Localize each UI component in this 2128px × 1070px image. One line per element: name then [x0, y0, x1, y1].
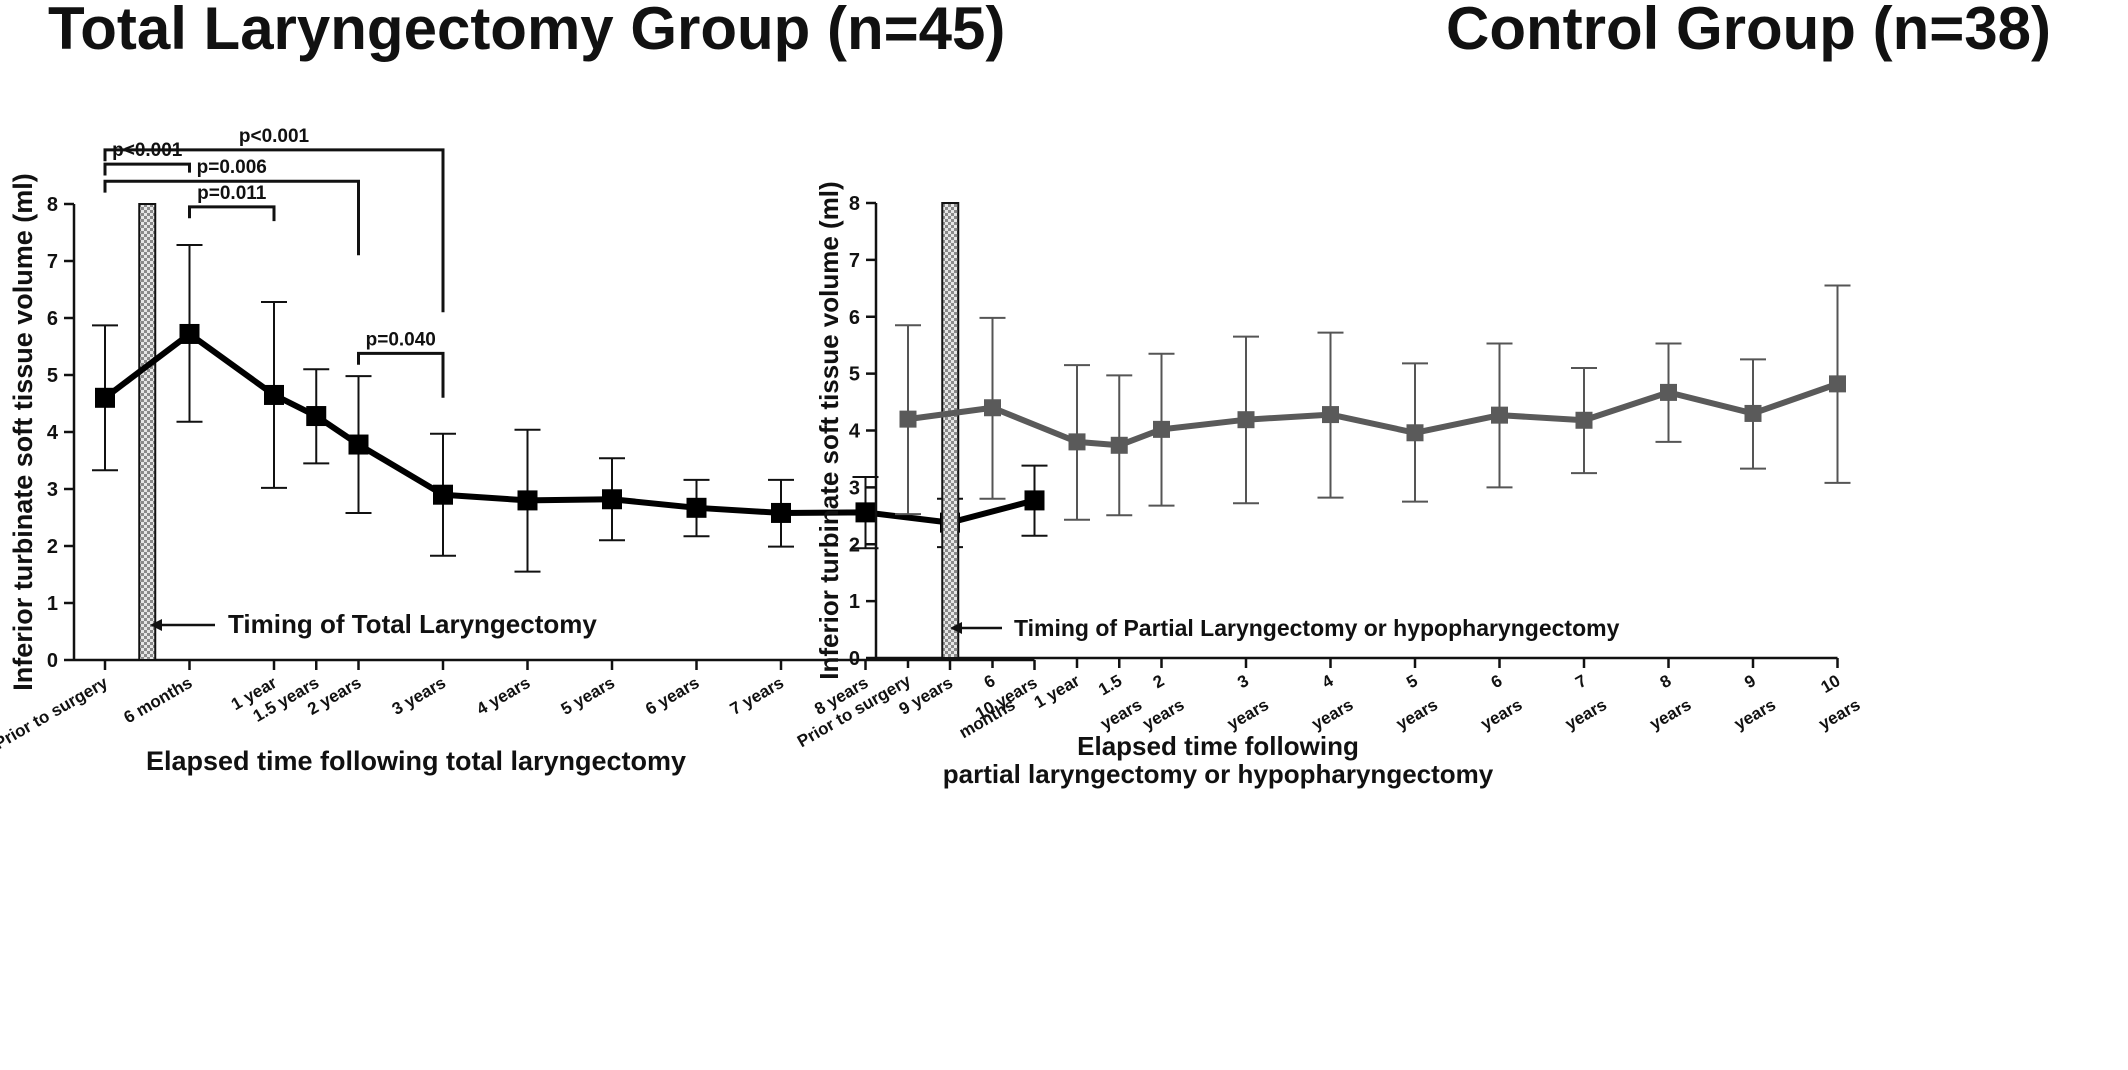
- data-point: [984, 399, 1001, 417]
- significance-bracket: [188, 205, 276, 222]
- y-tick-label: 7: [47, 251, 58, 273]
- x-axis-label: Elapsed time following total laryngectom…: [146, 746, 686, 776]
- x-tick-label: years: [1224, 695, 1272, 734]
- y-tick-label: 4: [849, 421, 861, 443]
- surgery-timing-bar: [941, 202, 960, 659]
- data-point: [1406, 424, 1424, 442]
- surgery-timing-bar: [138, 203, 157, 661]
- x-tick-label: years: [1731, 695, 1779, 734]
- x-tick-label: 5 years: [558, 673, 618, 719]
- data-point: [1491, 406, 1508, 424]
- data-point: [179, 323, 200, 344]
- x-tick-label: 6 years: [642, 673, 702, 719]
- series-line: [103, 330, 1036, 526]
- data-point: [602, 489, 622, 510]
- significance-bracket: [103, 162, 191, 176]
- data-point: [1110, 436, 1128, 454]
- x-tick-label: 5: [1403, 671, 1421, 692]
- data-point: [1575, 411, 1593, 429]
- data-point: [264, 384, 284, 405]
- x-tick-label: 1.5: [1095, 671, 1125, 699]
- y-tick-label: 0: [47, 650, 58, 672]
- x-tick-label: 3: [1234, 671, 1252, 692]
- data-point: [1024, 490, 1045, 511]
- y-tick-label: 1: [47, 593, 58, 615]
- y-tick-label: 8: [47, 194, 58, 216]
- y-axis-label: Inferior turbinate soft tissue volume (m…: [8, 173, 38, 691]
- y-tick-label: 2: [47, 536, 58, 558]
- annotation-text: Timing of Total Laryngectomy: [228, 609, 597, 639]
- y-tick-label: 4: [47, 422, 59, 444]
- data-point: [1829, 375, 1846, 393]
- data-point: [1744, 404, 1762, 422]
- data-point: [855, 502, 876, 523]
- y-tick-label: 5: [849, 364, 860, 386]
- y-tick-label: 1: [849, 591, 860, 613]
- significance-bracket: [357, 351, 445, 398]
- x-tick-label: years: [1562, 695, 1610, 734]
- x-tick-label: 9: [1741, 671, 1759, 692]
- x-tick-label: years: [1309, 695, 1357, 734]
- x-tick-label: years: [1816, 695, 1864, 734]
- significance-label: p=0.040: [366, 329, 436, 350]
- x-axis-label: partial laryngectomy or hypopharyngectom…: [943, 759, 1494, 789]
- y-tick-label: 8: [849, 193, 860, 215]
- x-tick-label: years: [1393, 695, 1441, 734]
- series-line: [907, 381, 1839, 449]
- significance-bracket: [103, 148, 445, 313]
- data-point: [1322, 406, 1339, 424]
- significance-bracket: [103, 179, 360, 256]
- data-point: [771, 502, 791, 523]
- data-point: [95, 387, 115, 408]
- data-point: [899, 410, 917, 428]
- x-tick-label: years: [1478, 695, 1526, 734]
- x-tick-label: 7: [1572, 671, 1590, 692]
- x-tick-label: 4 years: [473, 673, 533, 719]
- annotation-arrow-head: [150, 619, 162, 631]
- x-tick-label: 8: [1657, 671, 1675, 692]
- y-tick-label: 3: [47, 479, 58, 501]
- x-tick-label: 2: [1150, 671, 1168, 692]
- significance-label: p<0.001: [239, 126, 310, 147]
- y-tick-label: 2: [849, 534, 860, 556]
- significance-label: p=0.006: [197, 157, 267, 178]
- significance-label: p=0.011: [197, 183, 267, 204]
- x-tick-label: 3 years: [389, 673, 449, 719]
- data-point: [433, 484, 453, 505]
- y-tick-label: 3: [849, 477, 860, 499]
- x-tick-label: years: [1647, 695, 1695, 734]
- annotation-text: Timing of Partial Laryngectomy or hypoph…: [1014, 615, 1620, 641]
- x-tick-label: 1 year: [1031, 671, 1083, 712]
- x-tick-label: years: [1097, 695, 1145, 734]
- data-point: [1153, 420, 1170, 438]
- y-axis-label: Inferior turbinate soft tissue volume (m…: [814, 181, 844, 679]
- y-tick-label: 7: [849, 250, 860, 272]
- chart-title-right: Control Group (n=38): [1446, 0, 2051, 62]
- chart-title-left: Total Laryngectomy Group (n=45): [48, 0, 1006, 62]
- data-point: [348, 434, 369, 455]
- data-point: [686, 497, 707, 518]
- data-point: [1237, 411, 1255, 429]
- annotation-arrow-head: [950, 622, 962, 634]
- y-tick-label: 6: [47, 308, 58, 330]
- x-tick-label: 6 months: [121, 673, 196, 727]
- y-tick-label: 0: [849, 648, 860, 670]
- y-tick-label: 5: [47, 365, 58, 387]
- y-tick-label: 6: [849, 307, 860, 329]
- data-point: [1068, 433, 1086, 451]
- x-tick-label: 6: [981, 671, 999, 692]
- data-point: [517, 490, 538, 511]
- data-point: [306, 406, 327, 427]
- data-point: [1660, 383, 1677, 401]
- significance-label: p<0.001: [112, 140, 183, 161]
- x-tick-label: 10: [1818, 671, 1844, 697]
- x-tick-label: 6: [1488, 671, 1506, 692]
- x-axis-label: Elapsed time following: [1077, 731, 1359, 761]
- x-tick-label: 4: [1319, 671, 1337, 692]
- x-tick-label: years: [1140, 695, 1188, 734]
- x-tick-label: 7 years: [727, 673, 787, 719]
